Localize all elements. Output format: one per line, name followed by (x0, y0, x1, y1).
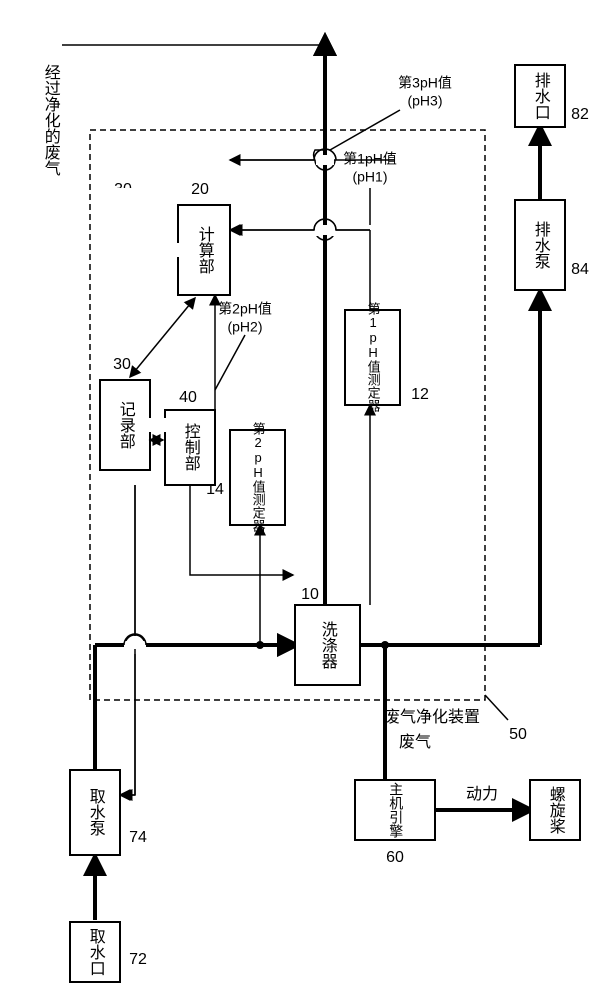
device-label: 废气净化装置 (384, 708, 480, 726)
device-num: 50 (509, 726, 527, 743)
engine-label-v: 主机引擎 (388, 782, 404, 838)
ph1-label-1: 第1pH值 (343, 151, 397, 167)
ph2-label-1: 第2pH值 (218, 301, 272, 317)
control-label: 控制部 (182, 423, 201, 471)
drain-pump-num: 84 (571, 261, 589, 278)
record-label2: 记录部 (117, 401, 136, 449)
ph3-label-1: 第3pH值 (398, 75, 452, 91)
purified-gas-label: 经过净化的废气 (42, 64, 61, 176)
drain-num: 82 (571, 106, 589, 123)
calc-num: 20 (191, 181, 209, 198)
control-num: 40 (179, 389, 197, 406)
drain-pump-label: 排水泵 (532, 221, 551, 269)
calc-label: 计算部 (196, 226, 215, 274)
record-num2: 30 (113, 356, 131, 373)
power-label: 动力 (466, 785, 498, 803)
ph2-meter-label: 第2pH值测定器 (251, 422, 266, 533)
intake-pump-label: 取水泵 (87, 788, 106, 836)
engine-num: 60 (386, 849, 404, 866)
exhaust-label: 废气 (399, 733, 431, 751)
ph3-label-2: (pH3) (407, 93, 442, 109)
intake-pump-num: 74 (129, 829, 147, 846)
diagram-canvas: 废气净化装置 50 经过净化的废气 第3pH值 (pH3) 第1pH值 (pH1… (0, 0, 612, 1000)
scrubber-label-redraw: 洗涤器 (319, 621, 338, 669)
ph1-label-2: (pH1) (352, 169, 387, 185)
drain-label: 排水口 (532, 72, 551, 120)
intake-num: 72 (129, 951, 147, 968)
ph1-meter-label: 第1pH值测定器 (366, 302, 381, 413)
intake-label: 取水口 (87, 928, 106, 976)
prop-label: 螺旋桨 (547, 786, 566, 834)
scrubber-num: 10 (301, 586, 319, 603)
ph2-label-2: (pH2) (227, 319, 262, 335)
ph1-meter-num: 12 (411, 386, 429, 403)
